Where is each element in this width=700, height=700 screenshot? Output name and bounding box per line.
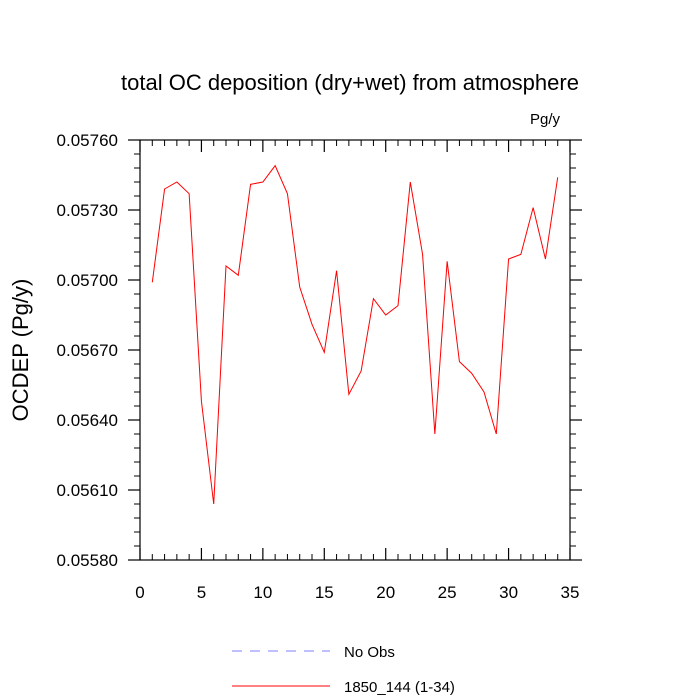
x-tick-label: 0 [135,583,144,602]
y-tick-label: 0.05700 [57,271,118,290]
y-tick-label: 0.05610 [57,481,118,500]
y-tick-label: 0.05670 [57,341,118,360]
series-layer [151,164,559,505]
y-tick-label: 0.05580 [57,551,118,570]
units-label: Pg/y [530,111,561,128]
x-tick-label: 5 [197,583,206,602]
x-tick-label: 30 [499,583,518,602]
x-tick-label: 35 [561,583,580,602]
y-tick-label: 0.05640 [57,411,118,430]
y-tick-label: 0.05730 [57,201,118,220]
legend-label-1850-144: 1850_144 (1-34) [344,679,455,696]
legend-label-no-obs: No Obs [344,644,395,661]
series-line-0 [151,164,559,505]
ticks-layer: 0 5 10 15 20 25 30 35 0.05580 0.05610 0.05640 0.056… [57,131,582,602]
x-tick-label: 20 [376,583,395,602]
y-axis-label: OCDEP (Pg/y) [8,279,33,422]
x-tick-label: 25 [438,583,457,602]
plot-frame [139,139,571,561]
chart-title: total OC deposition (dry+wet) from atmos… [121,70,579,95]
legend: No Obs 1850_144 (1-34) [232,644,455,696]
x-tick-label: 10 [253,583,272,602]
x-tick-label: 15 [315,583,334,602]
y-tick-label: 0.05760 [57,131,118,150]
